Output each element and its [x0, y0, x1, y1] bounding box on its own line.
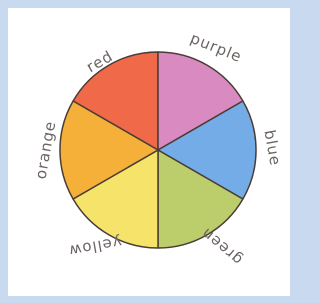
- color-wheel-picture: red purple blue green yellow orange: [0, 0, 296, 303]
- page: red purple blue green yellow orange (() …: [0, 0, 296, 303]
- wheel: [60, 52, 256, 248]
